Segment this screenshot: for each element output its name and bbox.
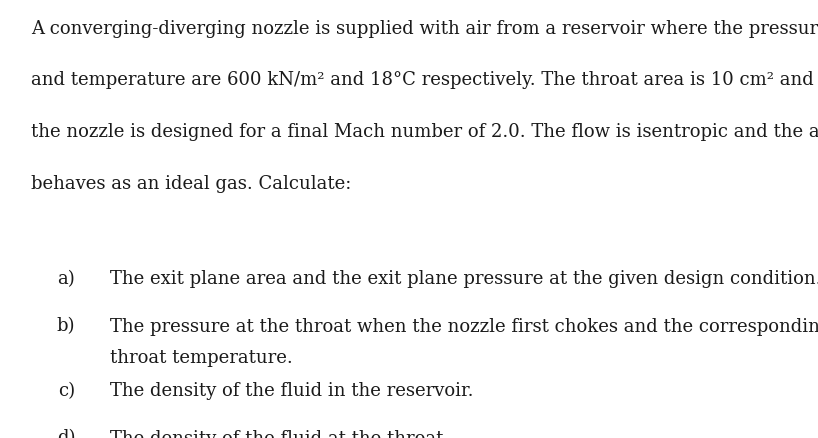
Text: The pressure at the throat when the nozzle first chokes and the corresponding: The pressure at the throat when the nozz… [110,318,818,336]
Text: and temperature are 600 kN/m² and 18°C respectively. The throat area is 10 cm² a: and temperature are 600 kN/m² and 18°C r… [31,71,814,89]
Text: c): c) [58,382,75,400]
Text: A converging-diverging nozzle is supplied with air from a reservoir where the pr: A converging-diverging nozzle is supplie… [31,20,818,38]
Text: b): b) [56,318,75,336]
Text: The exit plane area and the exit plane pressure at the given design condition.: The exit plane area and the exit plane p… [110,270,818,288]
Text: behaves as an ideal gas. Calculate:: behaves as an ideal gas. Calculate: [31,175,352,193]
Text: throat temperature.: throat temperature. [110,349,293,367]
Text: the nozzle is designed for a final Mach number of 2.0. The flow is isentropic an: the nozzle is designed for a final Mach … [31,123,818,141]
Text: The density of the fluid at the throat.: The density of the fluid at the throat. [110,430,450,438]
Text: d): d) [56,430,75,438]
Text: a): a) [57,270,75,288]
Text: The density of the fluid in the reservoir.: The density of the fluid in the reservoi… [110,382,474,400]
